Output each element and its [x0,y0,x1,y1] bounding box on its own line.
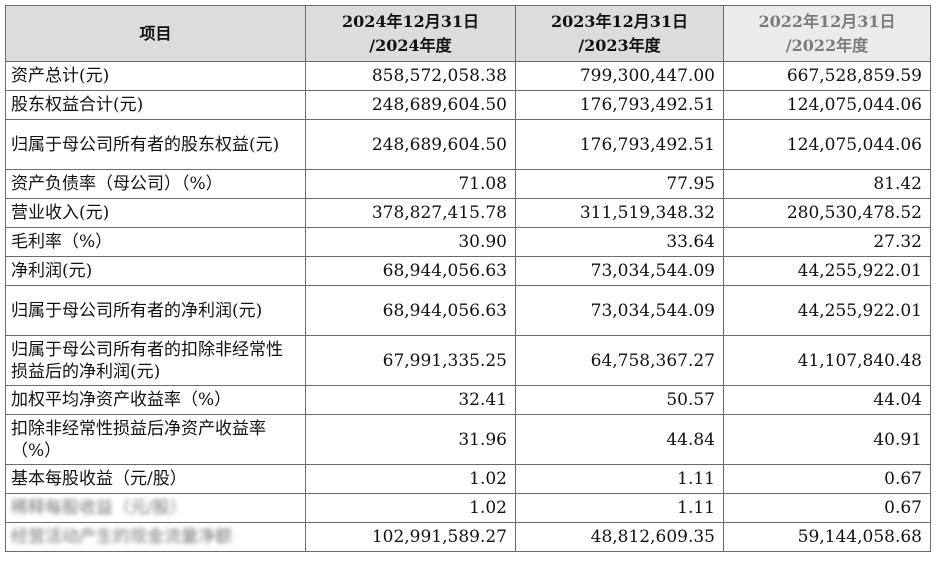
value-2023: 64,758,367.27 [515,335,724,386]
row-label: 加权平均净资产收益率（%） [5,385,306,415]
value-2022: 124,075,044.06 [723,90,931,120]
value-2024: 31.96 [305,414,516,465]
value-2022: 124,075,044.06 [723,119,931,170]
value-2023: 176,793,492.51 [515,90,724,120]
table-row: 经营活动产生的现金流量净额 102,991,589.27 48,812,609.… [5,522,931,552]
row-label: 归属于母公司所有者的净利润(元) [5,285,306,336]
value-2023: 1.11 [515,464,724,494]
value-2022: 0.67 [723,493,931,523]
value-2024: 68,944,056.63 [305,256,516,286]
row-label: 毛利率（%） [5,227,306,257]
value-2022: 59,144,058.68 [723,522,931,552]
header-2022-line2: /2022年度 [785,35,869,55]
value-2023: 77.95 [515,169,724,199]
row-label: 经营活动产生的现金流量净额 [5,522,306,552]
value-2024: 30.90 [305,227,516,257]
header-2023-line2: /2023年度 [578,35,661,55]
value-2024: 102,991,589.27 [305,522,516,552]
table-row: 净利润(元) 68,944,056.63 73,034,544.09 44,25… [5,256,931,286]
table-row: 归属于母公司所有者的扣除非经常性损益后的净利润(元) 67,991,335.25… [5,335,931,386]
value-2022: 280,530,478.52 [723,198,931,228]
header-2022-line1: 2022年12月31日 [758,11,896,31]
financial-table-container: 项目 2024年12月31日 /2024年度 2023年12月31日 /2023… [5,5,931,552]
value-2024: 32.41 [305,385,516,415]
table-row: 毛利率（%） 30.90 33.64 27.32 [5,227,931,257]
value-2024: 68,944,056.63 [305,285,516,336]
value-2022: 27.32 [723,227,931,257]
row-label: 资产总计(元) [5,61,306,91]
table-row: 归属于母公司所有者的净利润(元) 68,944,056.63 73,034,54… [5,285,931,336]
value-2022: 44,255,922.01 [723,285,931,336]
value-2024: 1.02 [305,493,516,523]
header-2023-line1: 2023年12月31日 [550,11,689,31]
value-2022: 81.42 [723,169,931,199]
value-2023: 73,034,544.09 [515,285,724,336]
row-label: 资产负债率（母公司）（%） [5,169,306,199]
value-2022: 44,255,922.01 [723,256,931,286]
value-2024: 248,689,604.50 [305,119,516,170]
value-2023: 50.57 [515,385,724,415]
row-label: 净利润(元) [5,256,306,286]
header-2024-line2: /2024年度 [369,35,452,55]
value-2023: 311,519,348.32 [515,198,724,228]
table-row: 资产总计(元) 858,572,058.38 799,300,447.00 66… [5,61,931,91]
value-2024: 71.08 [305,169,516,199]
value-2024: 858,572,058.38 [305,61,516,91]
financial-summary-table: 项目 2024年12月31日 /2024年度 2023年12月31日 /2023… [5,5,931,552]
row-label: 股东权益合计(元) [5,90,306,120]
value-2023: 1.11 [515,493,724,523]
table-row: 归属于母公司所有者的股东权益(元) 248,689,604.50 176,793… [5,119,931,170]
row-label: 稀释每股收益（元/股） [5,493,306,523]
value-2022: 667,528,859.59 [723,61,931,91]
row-label: 归属于母公司所有者的扣除非经常性损益后的净利润(元) [5,335,306,386]
value-2023: 33.64 [515,227,724,257]
value-2023: 799,300,447.00 [515,61,724,91]
value-2024: 248,689,604.50 [305,90,516,120]
header-2022: 2022年12月31日 /2022年度 [723,5,931,62]
value-2024: 67,991,335.25 [305,335,516,386]
table-row: 资产负债率（母公司）（%） 71.08 77.95 81.42 [5,169,931,199]
row-label: 扣除非经常性损益后净资产收益率（%） [5,414,306,465]
value-2022: 40.91 [723,414,931,465]
table-row: 加权平均净资产收益率（%） 32.41 50.57 44.04 [5,385,931,415]
header-2024-line1: 2024年12月31日 [341,11,480,31]
value-2024: 378,827,415.78 [305,198,516,228]
value-2023: 44.84 [515,414,724,465]
table-row: 营业收入(元) 378,827,415.78 311,519,348.32 28… [5,198,931,228]
row-label: 基本每股收益（元/股） [5,464,306,494]
table-row: 稀释每股收益（元/股） 1.02 1.11 0.67 [5,493,931,523]
value-2022: 41,107,840.48 [723,335,931,386]
value-2022: 0.67 [723,464,931,494]
value-2024: 1.02 [305,464,516,494]
table-row: 基本每股收益（元/股） 1.02 1.11 0.67 [5,464,931,494]
table-row: 扣除非经常性损益后净资产收益率（%） 31.96 44.84 40.91 [5,414,931,465]
row-label: 归属于母公司所有者的股东权益(元) [5,119,306,170]
value-2023: 48,812,609.35 [515,522,724,552]
row-label: 营业收入(元) [5,198,306,228]
value-2023: 73,034,544.09 [515,256,724,286]
table-row: 股东权益合计(元) 248,689,604.50 176,793,492.51 … [5,90,931,120]
value-2022: 44.04 [723,385,931,415]
header-2024: 2024年12月31日 /2024年度 [305,5,516,62]
header-item: 项目 [5,5,306,62]
table-header-row: 项目 2024年12月31日 /2024年度 2023年12月31日 /2023… [5,5,931,62]
header-2023: 2023年12月31日 /2023年度 [515,5,724,62]
value-2023: 176,793,492.51 [515,119,724,170]
